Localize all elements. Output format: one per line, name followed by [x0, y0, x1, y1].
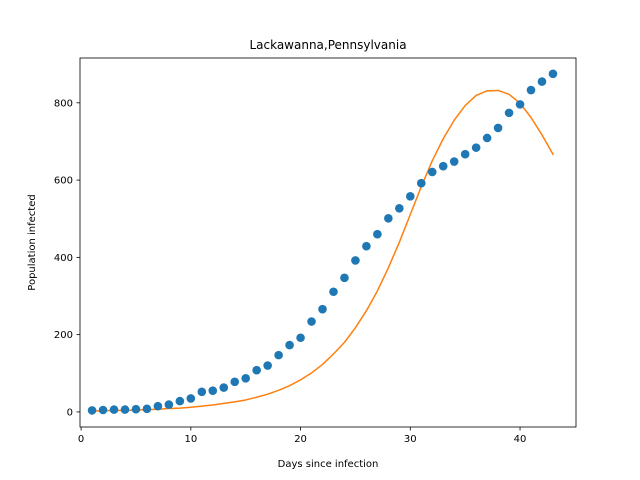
plot-area	[87, 69, 558, 415]
scatter-point	[153, 401, 163, 411]
scatter-point	[307, 317, 316, 326]
x-tick-label: 0	[78, 434, 84, 445]
scatter-point	[537, 77, 547, 86]
scatter-point	[219, 383, 229, 392]
y-tick-label: 200	[54, 330, 73, 341]
scatter-point	[438, 161, 448, 171]
y-axis: 0 200 400 600 800	[54, 98, 80, 418]
scatter-point	[416, 178, 426, 188]
scatter-point	[482, 133, 492, 143]
scatter-point	[296, 333, 305, 343]
scatter-point	[142, 404, 152, 414]
chart-title: Lackawanna,Pennsylvania	[249, 38, 406, 52]
plot-frame	[79, 57, 577, 428]
scatter-point	[526, 85, 536, 95]
scatter-point	[164, 400, 174, 409]
scatter-point	[471, 143, 481, 152]
scatter-point	[449, 157, 459, 166]
x-tick-label: 20	[294, 434, 307, 445]
y-tick-label: 600	[54, 176, 73, 187]
scatter-point	[548, 69, 558, 79]
scatter-point	[285, 340, 294, 350]
x-axis-label: Days since infection	[278, 459, 379, 470]
scatter-point	[197, 387, 207, 397]
scatter-point	[395, 204, 404, 213]
scatter-point	[460, 149, 470, 159]
scatter-point	[263, 361, 272, 370]
scatter-point	[252, 365, 261, 375]
scatter-point	[131, 404, 141, 414]
scatter-point	[98, 405, 108, 415]
scatter-point	[406, 192, 415, 201]
scatter-point	[515, 100, 525, 109]
x-tick-label: 30	[404, 434, 417, 445]
scatter-point	[362, 241, 371, 251]
scatter-point	[504, 108, 514, 118]
scatter-point	[373, 229, 382, 239]
scatter-point	[87, 406, 97, 415]
scatter-point	[351, 256, 360, 265]
y-tick-label: 400	[54, 253, 73, 264]
scatter-point	[384, 214, 393, 223]
scatter-point	[329, 287, 338, 297]
scatter-point	[318, 304, 327, 314]
x-tick-label: 40	[514, 434, 527, 445]
scatter-point	[230, 377, 240, 387]
y-tick-label: 800	[54, 98, 73, 109]
scatter-point	[274, 350, 283, 360]
scatter-point	[241, 374, 250, 383]
scatter-point	[186, 394, 196, 403]
scatter-point	[427, 167, 437, 177]
scatter-point	[120, 405, 130, 414]
scatter-point	[175, 396, 185, 406]
scatter-point	[493, 123, 503, 133]
scatter-point	[208, 386, 218, 395]
x-tick-label: 10	[184, 434, 197, 445]
x-axis: 0 10 20 30 40	[78, 427, 526, 445]
y-axis-label: Population infected	[27, 194, 38, 290]
y-tick-label: 0	[67, 407, 73, 418]
scatter-point	[340, 273, 349, 283]
scatter-point	[109, 405, 119, 414]
